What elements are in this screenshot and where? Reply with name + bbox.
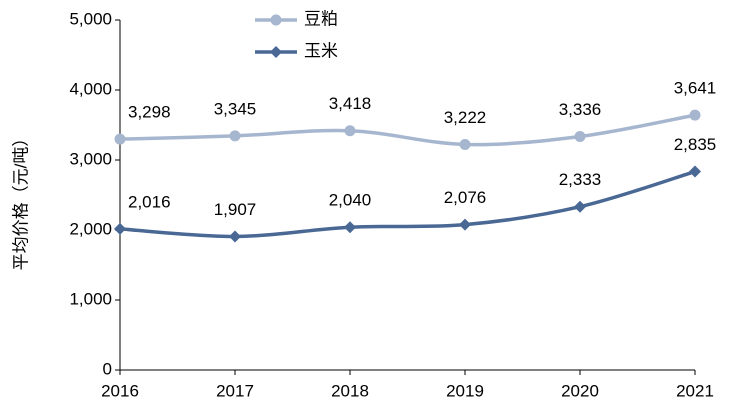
- point: [574, 130, 586, 142]
- legend-marker: [270, 14, 282, 26]
- data-label: 3,641: [674, 79, 717, 98]
- point: [689, 165, 701, 178]
- y-tick-label: 5,000: [69, 9, 112, 28]
- data-label: 3,298: [128, 103, 171, 122]
- data-label: 3,222: [444, 108, 487, 127]
- x-tick-label: 2018: [331, 381, 369, 400]
- point: [114, 133, 126, 145]
- y-tick-label: 1,000: [69, 289, 112, 308]
- point: [459, 138, 471, 150]
- data-label: 2,333: [559, 170, 602, 189]
- data-label: 3,336: [559, 100, 602, 119]
- data-label: 2,835: [674, 135, 717, 154]
- y-axis-label: 平均价格（元/吨）: [11, 130, 30, 271]
- data-label: 2,040: [329, 191, 372, 210]
- x-tick-label: 2020: [561, 381, 599, 400]
- data-label: 2,076: [444, 188, 487, 207]
- data-label: 1,907: [214, 200, 257, 219]
- legend-label: 豆粕: [304, 9, 338, 28]
- point: [574, 200, 586, 213]
- line: [119, 169, 696, 239]
- x-tick-label: 2019: [446, 381, 484, 400]
- data-label: 3,418: [329, 94, 372, 113]
- legend-marker: [270, 46, 282, 58]
- x-tick-label: 2021: [676, 381, 714, 400]
- point: [229, 130, 241, 142]
- y-tick-label: 2,000: [69, 219, 112, 238]
- y-tick-label: 3,000: [69, 149, 112, 168]
- point: [344, 221, 356, 234]
- x-tick-label: 2017: [216, 381, 254, 400]
- point: [689, 109, 701, 121]
- point: [229, 230, 241, 243]
- y-tick-label: 4,000: [69, 79, 112, 98]
- data-label: 2,016: [128, 192, 171, 211]
- point: [344, 125, 356, 137]
- line: [119, 113, 696, 147]
- x-tick-label: 2016: [101, 381, 139, 400]
- point: [459, 218, 471, 231]
- data-label: 3,345: [214, 99, 257, 118]
- y-tick-label: 0: [103, 359, 112, 378]
- legend-label: 玉米: [304, 41, 338, 60]
- point: [114, 222, 126, 235]
